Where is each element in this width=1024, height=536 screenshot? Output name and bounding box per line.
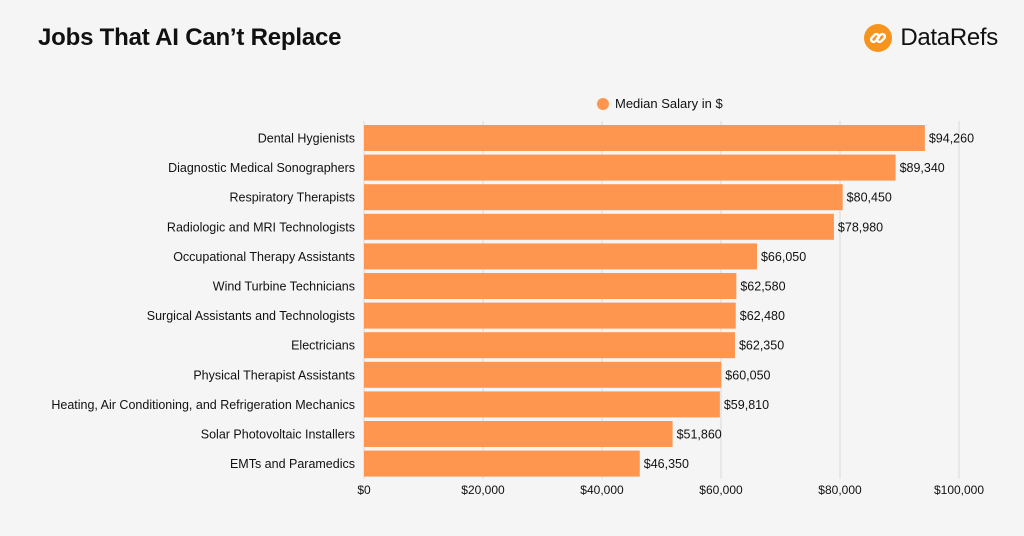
x-tick-label: $20,000	[461, 483, 505, 497]
data-label: $46,350	[644, 457, 689, 471]
bar	[364, 273, 737, 299]
bar	[364, 213, 834, 240]
x-tick-label: $80,000	[818, 483, 862, 497]
brand-name: DataRefs	[900, 24, 998, 51]
category-label: Electricians	[291, 339, 355, 353]
x-tick-label: $0	[357, 483, 371, 497]
category-label: Radiologic and MRI Technologists	[167, 220, 355, 234]
data-label: $80,450	[847, 191, 892, 205]
data-label: $60,050	[725, 368, 770, 382]
chart-title: Jobs That AI Can’t Replace	[38, 24, 342, 51]
data-label: $51,860	[677, 428, 722, 442]
bar	[364, 243, 757, 270]
category-label: Solar Photovoltaic Installers	[201, 428, 355, 442]
category-label: Diagnostic Medical Sonographers	[168, 161, 355, 175]
category-label: Respiratory Therapists	[229, 191, 355, 205]
category-label: Dental Hygienists	[258, 132, 355, 146]
data-label: $94,260	[929, 132, 974, 146]
data-label: $78,980	[838, 220, 883, 234]
data-label: $66,050	[761, 250, 806, 264]
bar	[364, 302, 736, 329]
category-label: Surgical Assistants and Technologists	[147, 309, 355, 323]
bar	[364, 332, 735, 359]
bar	[364, 184, 843, 211]
x-tick-label: $60,000	[699, 483, 743, 497]
category-label: Physical Therapist Assistants	[193, 368, 355, 382]
category-label: EMTs and Paramedics	[230, 457, 355, 471]
bar	[364, 421, 673, 447]
data-label: $62,480	[740, 309, 785, 323]
chart-legend: Median Salary in $	[597, 96, 723, 111]
category-label: Occupational Therapy Assistants	[173, 250, 355, 264]
data-label: $62,350	[739, 339, 784, 353]
bar	[364, 154, 896, 181]
x-tick-label: $100,000	[934, 483, 984, 497]
data-label: $89,340	[900, 161, 945, 175]
category-label: Wind Turbine Technicians	[213, 280, 355, 294]
bar	[364, 450, 640, 477]
bar	[364, 391, 720, 418]
bar	[364, 361, 722, 388]
brand-logo: DataRefs	[864, 24, 998, 52]
data-label: $62,580	[740, 280, 785, 294]
legend-swatch	[597, 97, 609, 110]
bar	[364, 125, 925, 151]
category-label: Heating, Air Conditioning, and Refrigera…	[51, 398, 355, 412]
legend-label: Median Salary in $	[615, 96, 723, 111]
data-label: $59,810	[724, 398, 769, 412]
x-tick-label: $40,000	[580, 483, 624, 497]
link-icon	[864, 24, 893, 52]
